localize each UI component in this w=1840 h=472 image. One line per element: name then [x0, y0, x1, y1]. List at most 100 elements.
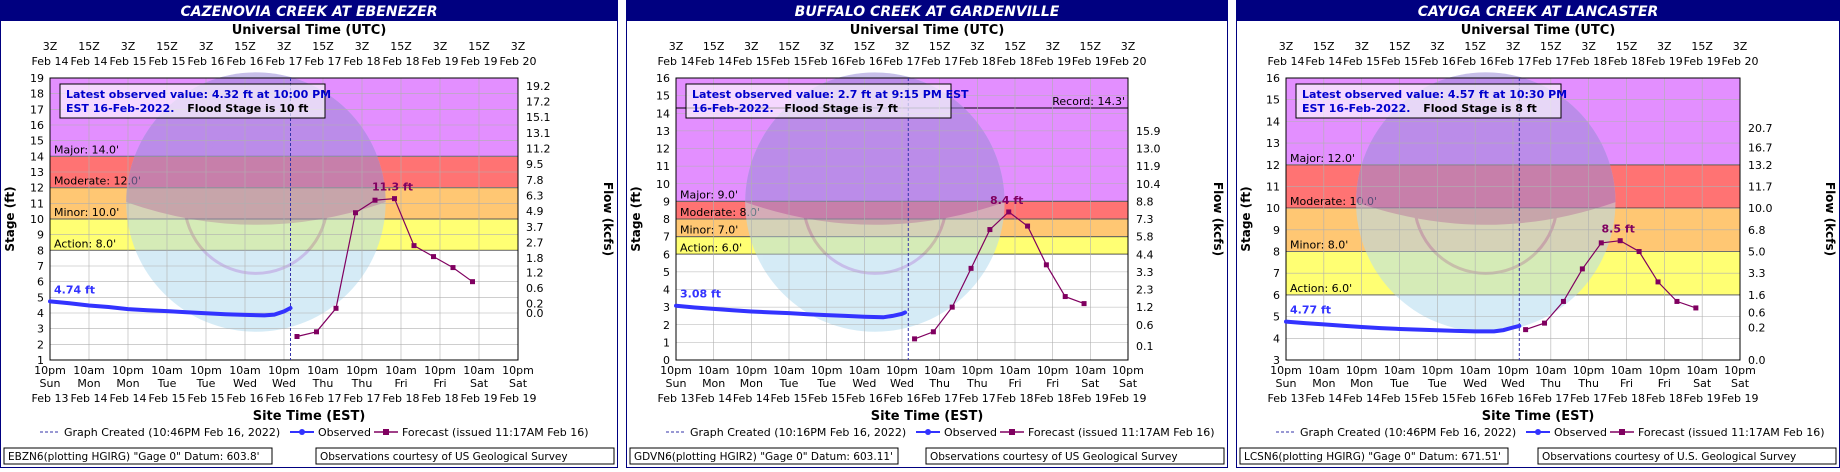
utc-tick-time: 3Z	[433, 40, 448, 53]
est-tick-time: 10am	[151, 364, 182, 377]
stage-tick-label: 13	[656, 125, 670, 138]
flow-tick-label: 3.3	[1136, 266, 1154, 279]
est-tick-date: Feb 15	[149, 392, 186, 405]
est-tick-day: Fri	[394, 377, 407, 390]
est-tick-date: Feb 14	[695, 392, 732, 405]
footer-right-box	[315, 447, 615, 465]
utc-tick-date: Feb 15	[149, 55, 186, 68]
est-tick-time: 10am	[385, 364, 416, 377]
forecast-point	[411, 243, 417, 249]
utc-tick-time: 15Z	[1540, 40, 1562, 53]
flow-tick-label: 16.7	[1748, 141, 1773, 154]
utc-tick-date: Feb 19	[461, 55, 498, 68]
utc-tick-time: 15Z	[1313, 40, 1335, 53]
stage-tick-label: 1	[37, 354, 44, 367]
est-tick-time: 10pm	[1037, 364, 1069, 377]
est-tick-date: Feb 17	[305, 392, 342, 405]
forecast-point	[431, 254, 436, 260]
utc-tick-time: 3Z	[819, 40, 834, 53]
utc-tick-time: 3Z	[1506, 40, 1521, 53]
est-tick-time: 10pm	[1346, 364, 1378, 377]
stage-tick-label: 5	[663, 266, 670, 279]
est-tick-date: Feb 18	[383, 392, 420, 405]
top-axis-label: Universal Time (UTC)	[232, 23, 387, 38]
stage-tick-label: 7	[37, 260, 44, 273]
est-tick-day: Wed	[1501, 377, 1525, 390]
forecast-peak-label: 11.3 ft	[372, 181, 413, 194]
est-tick-time: 10pm	[735, 364, 767, 377]
flow-tick-label: 7.3	[1136, 213, 1154, 226]
est-tick-time: 10pm	[1270, 364, 1302, 377]
est-tick-time: 10am	[73, 364, 104, 377]
band-label-minor: Minor: 7.0'	[680, 224, 738, 237]
flow-tick-label: 5.0	[1748, 246, 1766, 259]
stage-tick-label: 3	[37, 323, 44, 336]
top-axis-label: Universal Time (UTC)	[1461, 23, 1616, 38]
utc-tick-date: Feb 15	[110, 55, 147, 68]
legend-observed-dot	[925, 429, 931, 435]
forecast-point	[470, 279, 475, 285]
utc-tick-time: 15Z	[1080, 40, 1102, 53]
stage-tick-label: 13	[1266, 137, 1280, 150]
utc-tick-date: Feb 19	[422, 55, 459, 68]
info-box	[59, 83, 326, 119]
est-tick-date: Feb 17	[921, 392, 958, 405]
utc-tick-date: Feb 19	[1034, 55, 1071, 68]
est-tick-date: Feb 18	[422, 392, 459, 405]
forecast-point	[949, 304, 955, 310]
info-box	[1295, 83, 1562, 119]
stage-tick-label: 2	[663, 319, 670, 332]
band-label-action: Action: 8.0'	[54, 237, 116, 250]
utc-tick-date: Feb 16	[227, 55, 264, 68]
est-tick-date: Feb 16	[1457, 392, 1494, 405]
utc-tick-date: Feb 16	[188, 55, 225, 68]
est-tick-time: 10am	[1308, 364, 1339, 377]
first-observed-label: 4.77 ft	[1290, 304, 1331, 317]
first-observed-label: 4.74 ft	[54, 283, 95, 296]
est-tick-day: Wed	[890, 377, 914, 390]
flow-tick-label: 13.0	[1136, 143, 1161, 156]
flow-tick-label: 9.5	[526, 158, 544, 171]
flow-tick-label: 7.8	[526, 174, 544, 187]
flow-tick-label: 0.6	[1136, 319, 1154, 332]
est-tick-time: 10am	[1075, 364, 1106, 377]
flow-tick-label: 17.2	[526, 96, 551, 109]
est-tick-day: Tue	[1389, 377, 1409, 390]
utc-tick-time: 3Z	[744, 40, 759, 53]
utc-tick-date: Feb 18	[997, 55, 1034, 68]
est-tick-day: Tue	[816, 377, 836, 390]
est-tick-time: 10pm	[660, 364, 692, 377]
legend-forecast-label: Forecast (issued 11:17AM Feb 16)	[1638, 426, 1825, 439]
title-bar	[1237, 1, 1839, 21]
utc-tick-date: Feb 16	[1457, 55, 1494, 68]
utc-tick-date: Feb 15	[771, 55, 808, 68]
forecast-point	[930, 329, 936, 335]
utc-tick-time: 3Z	[895, 40, 910, 53]
est-tick-date: Feb 16	[227, 392, 264, 405]
forecast-point	[1062, 294, 1068, 300]
est-tick-date: Feb 17	[1532, 392, 1569, 405]
stage-tick-label: 11	[656, 160, 670, 173]
stage-tick-label: 0	[663, 354, 670, 367]
stage-tick-label: 9	[1273, 224, 1280, 237]
stage-tick-label: 16	[1266, 72, 1280, 85]
stage-tick-label: 3	[1273, 354, 1280, 367]
est-tick-time: 10am	[849, 364, 880, 377]
forecast-point	[1560, 298, 1566, 304]
est-tick-time: 10pm	[502, 364, 534, 377]
legend-forecast-label: Forecast (issued 11:17AM Feb 16)	[402, 426, 589, 439]
stage-tick-label: 13	[30, 166, 44, 179]
est-tick-date: Feb 15	[771, 392, 808, 405]
utc-tick-date: Feb 14	[32, 55, 69, 68]
flow-tick-label: 1.2	[1136, 301, 1154, 314]
flow-tick-label: 3.7	[526, 221, 544, 234]
utc-tick-date: Feb 17	[305, 55, 342, 68]
forecast-point	[1025, 223, 1031, 229]
info-flood-stage: Flood Stage is 8 ft	[1423, 102, 1537, 115]
forecast-point	[1081, 301, 1087, 307]
forecast-point	[1542, 320, 1548, 326]
forecast-point	[353, 210, 358, 216]
utc-tick-time: 3Z	[511, 40, 526, 53]
observed-series-line	[48, 299, 293, 318]
